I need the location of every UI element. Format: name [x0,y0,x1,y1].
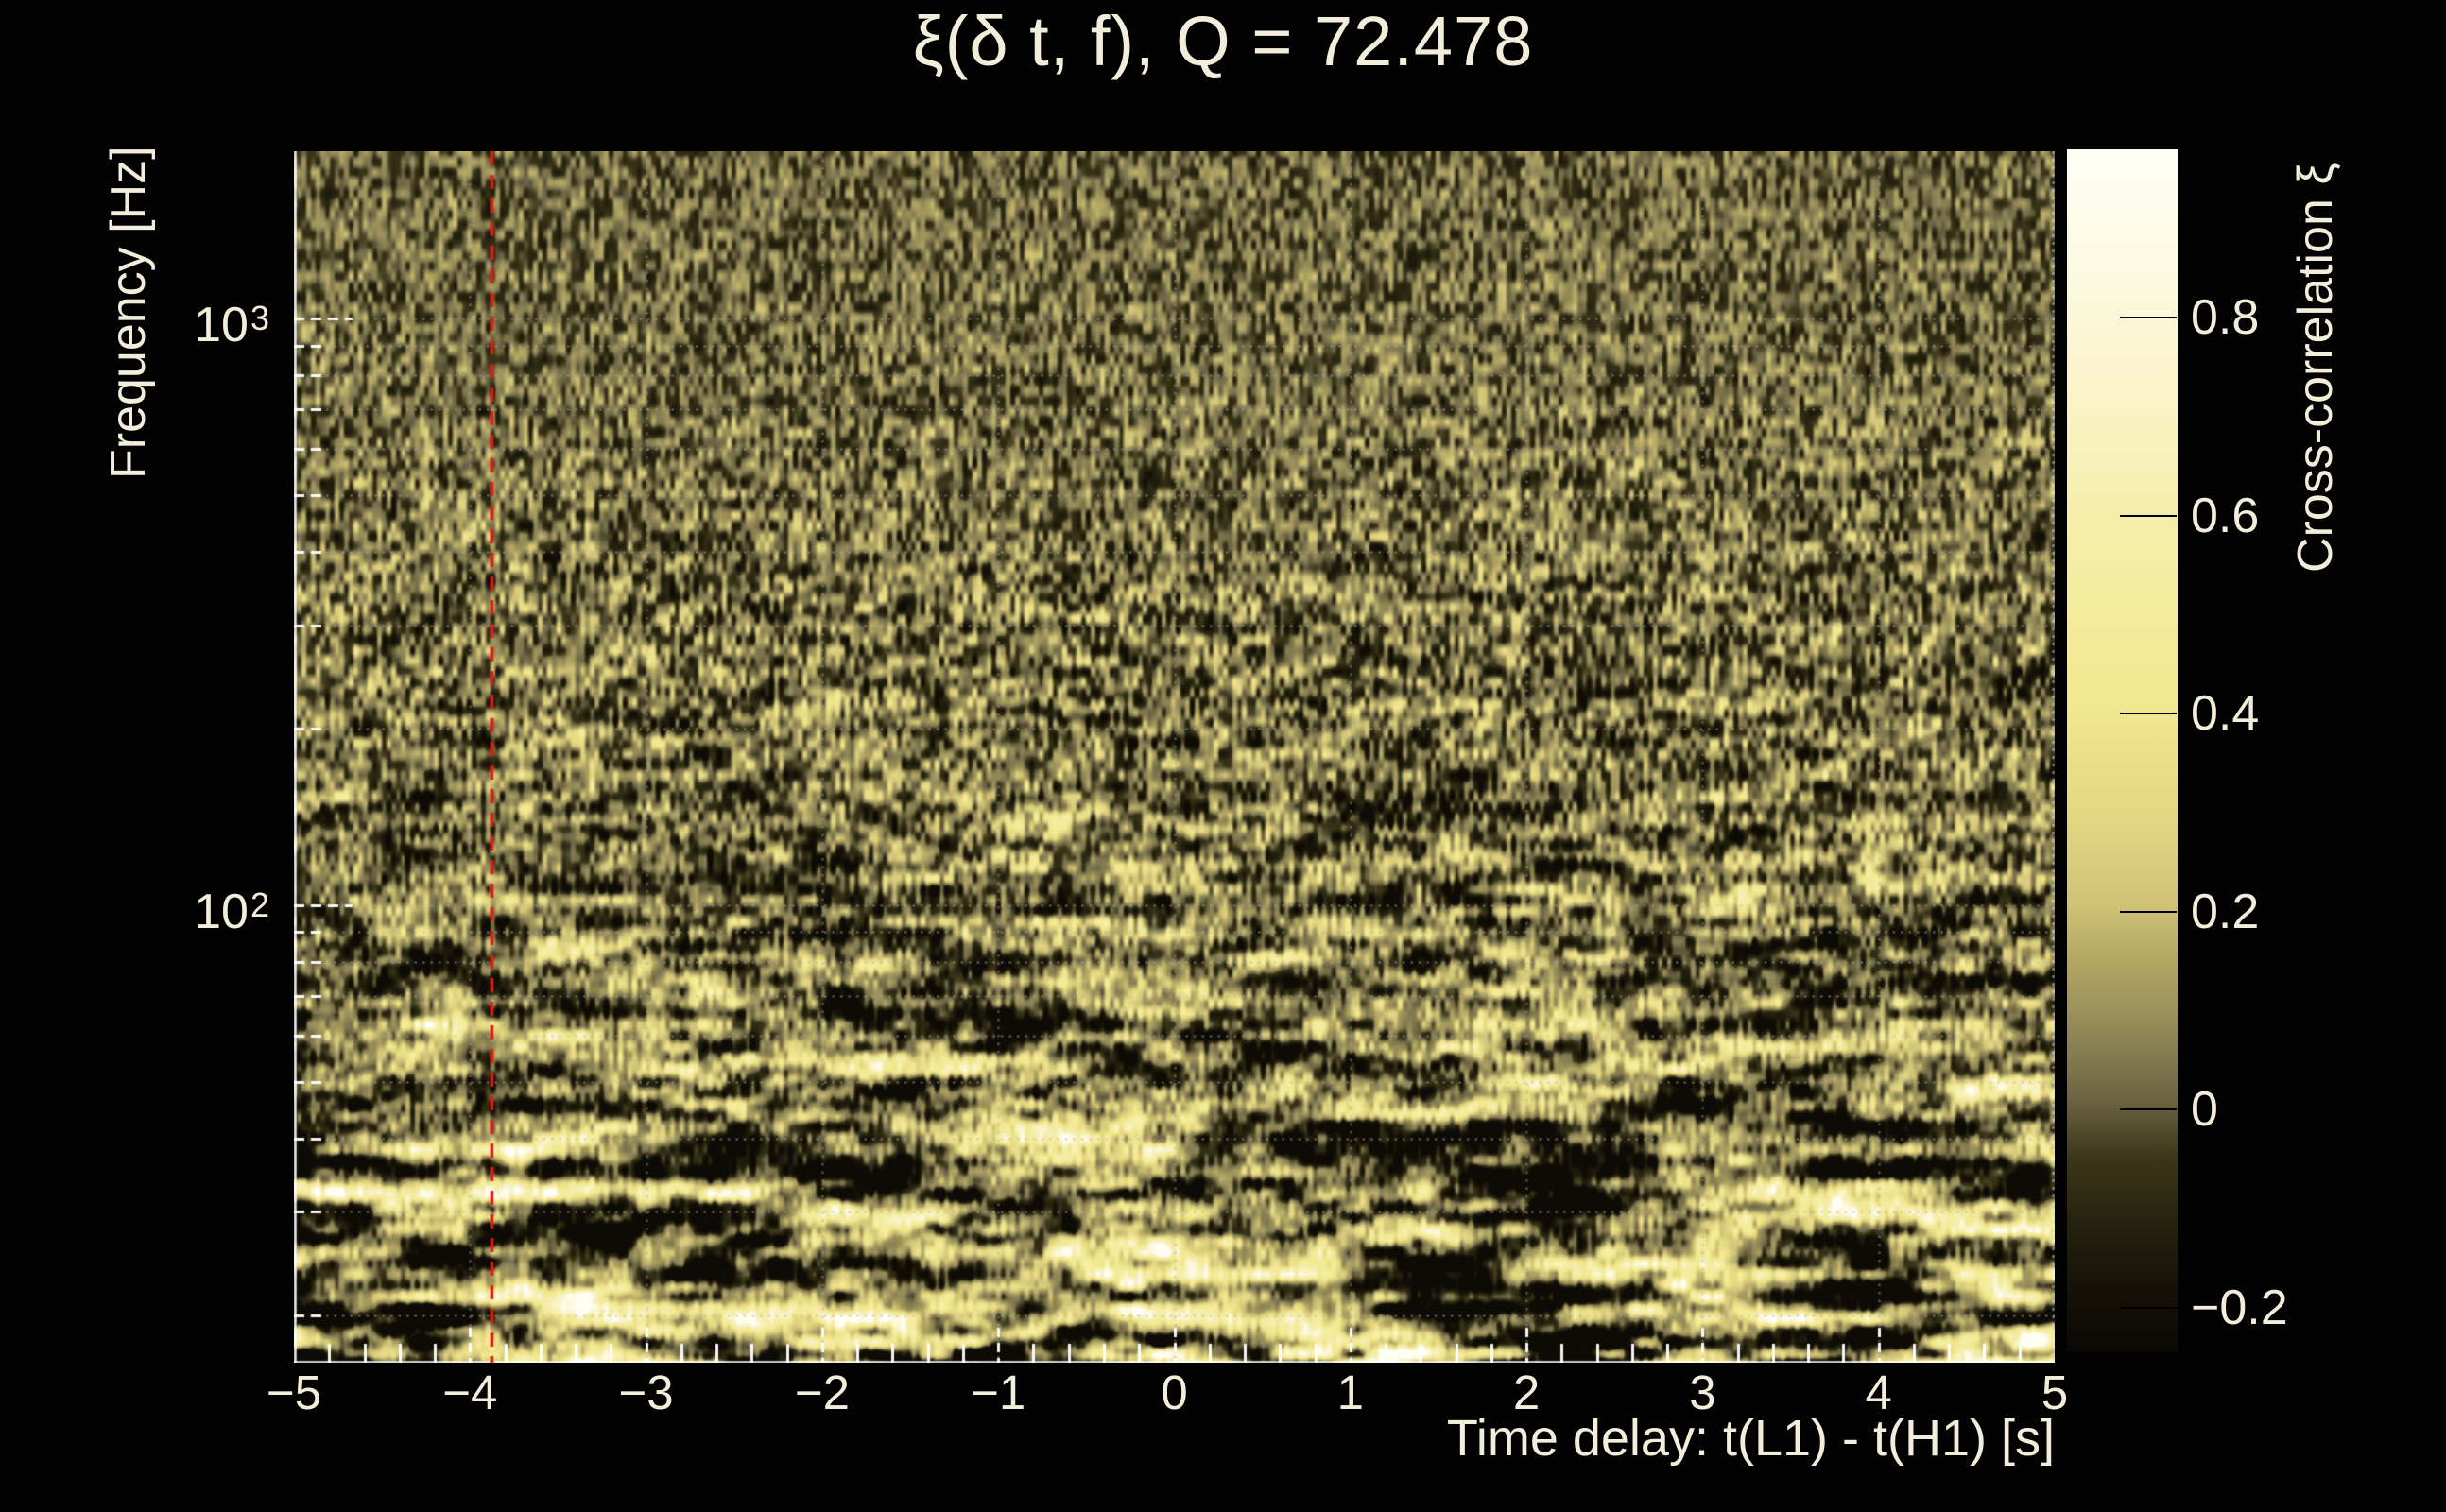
colorbar-tick-label: 0.2 [2191,884,2260,939]
heatmap-canvas [294,151,2055,1363]
x-tick-label: 4 [1865,1366,1892,1419]
colorbar-tick [2120,1306,2177,1309]
colorbar-tick-label: 0 [2191,1082,2218,1138]
colorbar-tick-label: 0.4 [2191,686,2260,742]
x-tick-label: −2 [794,1366,850,1419]
plot-title: ξ(δ t, f), Q = 72.478 [912,2,1534,80]
x-tick-label: −1 [971,1366,1026,1419]
colorbar-tick-label: 0.8 [2191,290,2260,346]
x-axis-label: Time delay: t(L1) - t(H1) [s] [1446,1410,2055,1467]
x-tick-label: 5 [2041,1366,2069,1419]
x-tick-label: 2 [1512,1366,1541,1419]
colorbar-tick [2120,910,2177,913]
x-tick-label: −5 [266,1366,322,1419]
colorbar-tick [2120,317,2177,319]
y-tick-label: 103 [194,298,269,353]
x-tick-label: 3 [1689,1366,1716,1419]
colorbar-tick-label: −0.2 [2191,1280,2288,1335]
x-tick-label: −3 [618,1366,674,1419]
colorbar-tick [2120,1108,2177,1111]
colorbar-label: Cross-correlation ξ [2288,163,2343,573]
x-tick-label: 0 [1161,1366,1188,1419]
colorbar-tick [2120,514,2177,517]
colorbar-tick-label: 0.6 [2191,488,2260,543]
y-tick-label: 102 [194,884,269,939]
colorbar-tick [2120,713,2177,715]
x-tick-label: 1 [1336,1366,1364,1419]
colorbar [2067,149,2178,1351]
x-tick-label: −4 [442,1366,498,1419]
